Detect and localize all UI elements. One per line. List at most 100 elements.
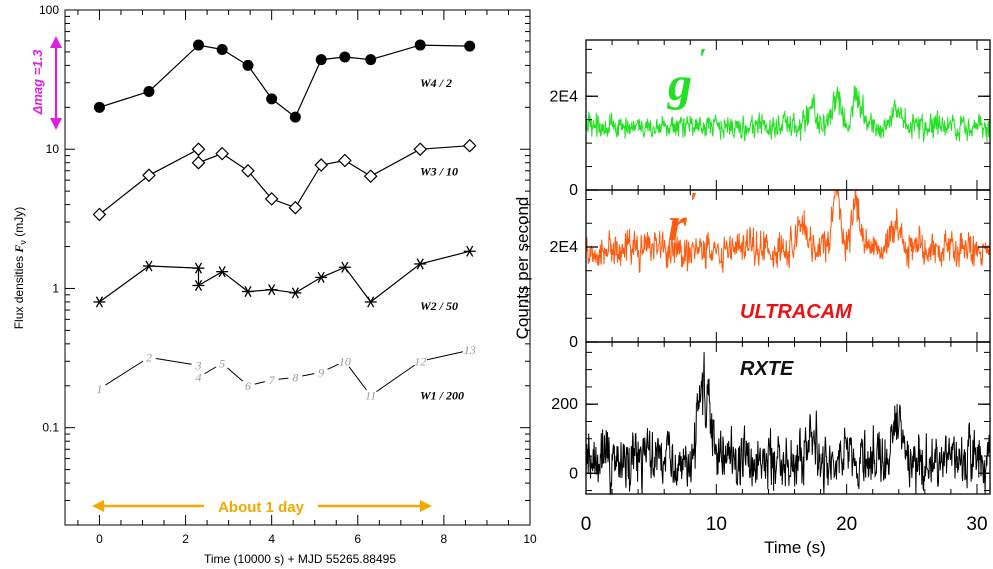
w3-point: [413, 142, 428, 157]
ytick-label: 2E4: [550, 88, 579, 105]
w3-point: [215, 146, 230, 161]
delta-mag-arrowhead-down: [50, 118, 62, 130]
w2-point: [315, 271, 328, 283]
w4-point: [266, 93, 278, 105]
w1-point-label: 6: [245, 379, 251, 393]
right-chart: 0 2E4 0 2E4 0 200 0 10 20 30 Counts per second T…: [513, 39, 991, 557]
left-ylabel-symbol: F: [12, 245, 26, 254]
w1-connector: [254, 381, 265, 385]
w3-point: [191, 142, 206, 157]
w4-point: [289, 111, 301, 123]
left-ytick-label: 0.1: [42, 421, 59, 435]
ultracam-label: ULTRACAM: [740, 301, 853, 323]
ytick-label: 200: [551, 396, 578, 413]
w1-point-label: 3: [194, 358, 201, 372]
light-curve-panel-2: 0 2E4: [550, 189, 991, 351]
left-ylabel-sub: ν: [18, 240, 28, 245]
panel-frame: [585, 341, 991, 495]
left-ylabel-prefix: Flux densities: [12, 256, 26, 329]
w3-point: [314, 158, 329, 172]
ytick-label: 2E4: [550, 239, 579, 256]
w2-point: [289, 287, 302, 299]
duration-arrowhead-left: [92, 500, 104, 512]
w2-point: [364, 296, 377, 308]
w4-point: [192, 39, 204, 51]
w1-connector: [302, 373, 315, 377]
w1-point-label: 11: [365, 389, 376, 403]
w3-point: [264, 192, 279, 206]
left-xtick-label: 8: [441, 532, 448, 546]
left-plot-frame: [64, 9, 531, 526]
duration-arrowhead-right: [420, 500, 432, 512]
right-xtick-label: 10: [706, 514, 727, 535]
w3-point: [288, 200, 303, 215]
series-line: [99, 44, 470, 119]
w4-point: [93, 101, 105, 113]
w3-point: [338, 153, 352, 168]
series-name-label: W1 / 200: [420, 388, 464, 402]
w2-point: [192, 279, 205, 292]
w3-point: [191, 155, 206, 170]
left-ylabel: Flux densities Fν (mJy): [12, 207, 28, 330]
series-name-label: W4 / 2: [420, 76, 452, 90]
left-series-3: W2 / 50: [93, 245, 476, 313]
r-band-prime: ′: [690, 188, 698, 219]
w1-connector: [105, 360, 144, 386]
w1-point-label: 1: [96, 382, 102, 396]
left-xlabel: Time (10000 s) + MJD 55265.88495: [204, 552, 396, 566]
duration-label: About 1 day: [218, 499, 304, 516]
w4-point: [339, 51, 351, 63]
w1-point-label: 2: [146, 350, 152, 364]
ytick-label: 0: [569, 334, 578, 351]
light-curve-line: [585, 189, 991, 273]
w2-point: [338, 261, 351, 273]
w3-point: [241, 163, 255, 178]
w2-point: [192, 262, 205, 274]
left-series-1: W4 / 2: [93, 39, 476, 123]
w1-point-label: 8: [292, 370, 298, 384]
ytick-label: 0: [569, 182, 578, 199]
w1-point-label: 13: [464, 343, 476, 357]
duration-annotation: About 1 day: [92, 499, 432, 516]
left-xtick-label: 4: [268, 532, 275, 546]
r-band-letter: r: [668, 198, 688, 251]
w2-point: [265, 284, 278, 296]
light-curve-line: [585, 85, 991, 143]
w1-connector: [227, 367, 244, 382]
left-xtick-label: 0: [96, 532, 103, 546]
w4-point: [242, 59, 254, 71]
right-xlabel: Time (s): [764, 538, 826, 557]
right-light-curves: 0 2E4 0 2E4 0 200: [550, 39, 991, 496]
left-ytick-label: 100: [39, 3, 59, 17]
left-ylabel-unit: (mJy): [12, 207, 26, 237]
w1-connector: [376, 364, 415, 393]
g-band-letter: g: [667, 58, 692, 111]
left-series-2: W3 / 10: [92, 138, 477, 222]
w1-connector: [155, 357, 192, 365]
series-line: [99, 250, 470, 303]
right-x-ticks: 0 10 20 30: [581, 514, 988, 535]
light-curve-line: [585, 352, 991, 496]
left-ytick-label: 1: [52, 281, 59, 295]
light-curve-panel-3: 0 200: [551, 341, 991, 496]
w2-point: [142, 260, 155, 272]
rxte-label: RXTE: [740, 358, 794, 380]
w2-point: [216, 266, 229, 278]
w4-point: [143, 85, 155, 97]
w1-connector: [278, 377, 289, 380]
series-line: [99, 145, 470, 215]
w1-connector: [348, 366, 367, 391]
series-name-label: W2 / 50: [420, 299, 458, 313]
left-xtick-label: 10: [523, 532, 537, 546]
left-xtick-label: 2: [182, 532, 189, 546]
g-band-label: g ′: [667, 44, 707, 111]
w1-connector: [327, 363, 339, 370]
w1-connector: [204, 366, 217, 375]
w1-point-label: 7: [269, 373, 276, 387]
w4-point: [464, 40, 476, 52]
w2-point: [241, 286, 254, 298]
w3-point: [363, 169, 378, 184]
